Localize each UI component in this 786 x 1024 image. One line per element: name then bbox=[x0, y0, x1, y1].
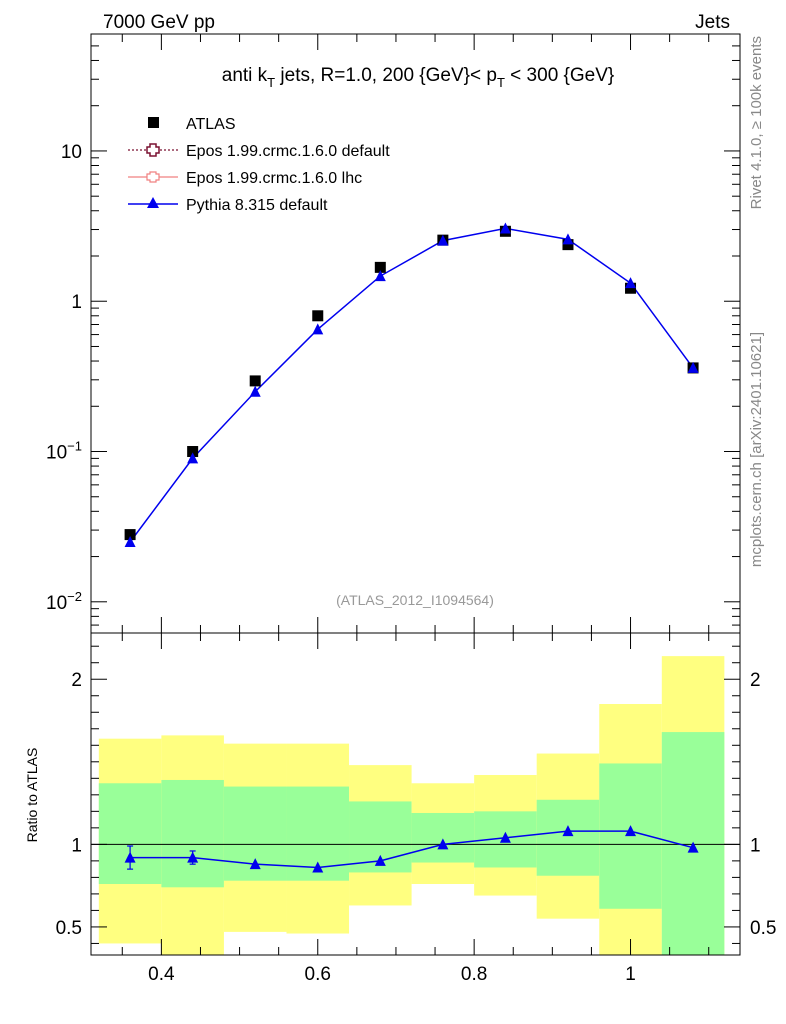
rivet-version-label: Rivet 4.1.0, ≥ 100k events bbox=[748, 36, 765, 209]
atlas-marker bbox=[249, 375, 261, 387]
pythia-ratio-marker bbox=[499, 831, 511, 843]
title-middle-subscript: T bbox=[497, 75, 505, 90]
ratio-y-tick-label-right: 0.5 bbox=[750, 918, 776, 939]
header-collision: 7000 GeV pp bbox=[103, 12, 215, 33]
pythia-ratio-marker bbox=[625, 825, 637, 837]
pythia-ratio-marker bbox=[374, 854, 386, 866]
inner-uncertainty-band bbox=[536, 799, 600, 876]
atlas-marker bbox=[625, 282, 637, 294]
pythia-marker bbox=[312, 323, 324, 335]
legend-label-atlas: ATLAS bbox=[186, 116, 236, 133]
ratio-panel: 0.5 0.5 1 1 2 2 0.4 0.6 0.8 1 Ratio to ATLAS bbox=[24, 632, 776, 985]
header-observable: Jets bbox=[695, 12, 730, 33]
main-y-tick-label: 10−1 bbox=[46, 439, 82, 464]
atlas-marker bbox=[124, 529, 136, 541]
atlas-marker bbox=[374, 261, 386, 273]
pythia-line bbox=[129, 227, 694, 543]
ratio-plot-frame bbox=[90, 632, 741, 956]
ratio-x-tick-label: 0.6 bbox=[305, 964, 331, 985]
legend-marker-epos-lhc bbox=[146, 171, 160, 183]
pythia-ratio-marker bbox=[187, 851, 199, 863]
legend-label-epos-default: Epos 1.99.crmc.1.6.0 default bbox=[186, 143, 390, 160]
ratio-x-tick-label: 1 bbox=[625, 964, 636, 985]
legend-marker-epos-default bbox=[146, 143, 160, 157]
main-y-tick-base: 10 bbox=[46, 593, 67, 614]
title-middle: jets, R=1.0, 200 {GeV}< p bbox=[275, 65, 497, 86]
inner-uncertainty-band bbox=[161, 779, 224, 888]
pythia-ratio-marker bbox=[687, 841, 699, 853]
ratio-x-tick-label: 0.8 bbox=[461, 964, 487, 985]
pythia-marker bbox=[374, 270, 386, 282]
legend-marker-atlas bbox=[148, 117, 159, 128]
pythia-ratio-marker bbox=[249, 858, 261, 870]
atlas-marker bbox=[312, 310, 324, 322]
main-y-tick-label: 1 bbox=[71, 292, 82, 313]
ratio-uncertainty-bands bbox=[98, 656, 725, 955]
ratio-data-marks bbox=[124, 825, 699, 873]
pythia-marker bbox=[187, 452, 199, 464]
main-y-tick-exponent: −1 bbox=[67, 439, 82, 454]
pythia-marker bbox=[499, 222, 511, 234]
pythia-ratio-marker bbox=[312, 861, 324, 873]
ratio-x-tick-label: 0.4 bbox=[148, 964, 175, 985]
title-suffix: < 300 {GeV} bbox=[505, 65, 614, 86]
pythia-marker bbox=[562, 233, 574, 245]
ratio-y-tick-label-left: 2 bbox=[71, 670, 82, 691]
ratio-y-tick-label-left: 0.5 bbox=[56, 918, 82, 939]
main-data-marks bbox=[124, 222, 699, 547]
legend-marker-pythia bbox=[147, 197, 159, 208]
legend-label-epos-lhc: Epos 1.99.crmc.1.6.0 lhc bbox=[186, 170, 362, 187]
main-y-tick-base: 10 bbox=[46, 443, 67, 464]
atlas-marker bbox=[562, 239, 574, 251]
main-y-tick-label: 10−2 bbox=[46, 589, 82, 614]
pythia-marker bbox=[437, 234, 449, 246]
pythia-ratio-marker bbox=[124, 851, 136, 863]
atlas-marker bbox=[187, 446, 199, 458]
mcplots-label: mcplots.cern.ch [arXiv:2401.10621] bbox=[748, 332, 765, 567]
ratio-y-tick-label-right: 1 bbox=[750, 835, 761, 856]
title-prefix-subscript: T bbox=[267, 75, 275, 90]
pythia-marker bbox=[625, 277, 637, 289]
pythia-ratio-marker bbox=[437, 838, 449, 850]
ratio-y-tick-label-left: 1 bbox=[71, 835, 82, 856]
pythia-ratio-marker bbox=[562, 825, 574, 837]
ratio-axes: 0.5 0.5 1 1 2 2 0.4 0.6 0.8 1 bbox=[56, 633, 776, 985]
analysis-reference: (ATLAS_2012_I1094564) bbox=[336, 592, 494, 608]
title-prefix: anti k bbox=[222, 65, 268, 86]
inner-uncertainty-band bbox=[411, 812, 475, 863]
pythia-marker bbox=[124, 535, 136, 547]
plot-title: anti kT jets, R=1.0, 200 {GeV}< pT < 300… bbox=[222, 65, 615, 90]
legend-label-pythia: Pythia 8.315 default bbox=[186, 197, 328, 214]
legend: ATLAS Epos 1.99.crmc.1.6.0 default Epos … bbox=[128, 116, 390, 214]
ratio-y-axis-label: Ratio to ATLAS bbox=[24, 748, 40, 843]
main-y-tick-label: 10 bbox=[61, 142, 82, 163]
pythia-marker bbox=[687, 361, 699, 373]
pythia-ratio-line bbox=[130, 830, 694, 869]
main-y-tick-exponent: −2 bbox=[67, 589, 82, 604]
pythia-marker bbox=[249, 385, 261, 397]
ratio-y-tick-label-right: 2 bbox=[750, 670, 761, 691]
main-panel: anti kT jets, R=1.0, 200 {GeV}< pT < 300… bbox=[46, 33, 741, 634]
